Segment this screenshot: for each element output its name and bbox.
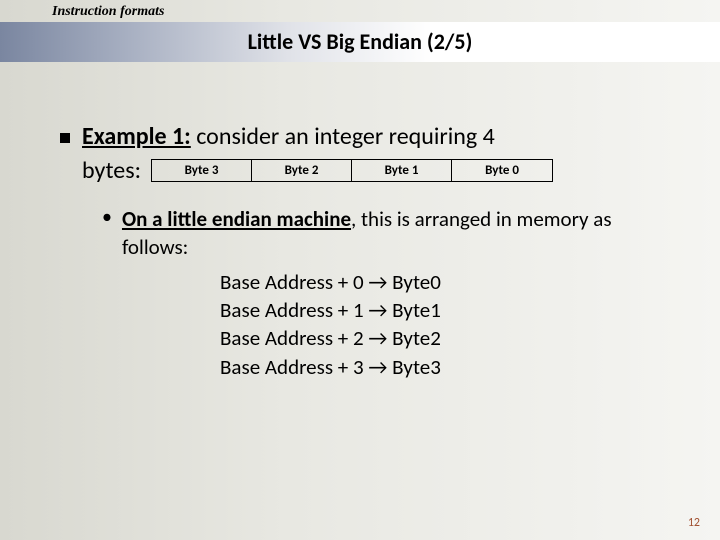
addr-line: Base Address + 1 → Byte1: [220, 296, 670, 324]
addr-line: Base Address + 0 → Byte0: [220, 268, 670, 296]
example-label: Example 1:: [82, 122, 191, 151]
byte-cell: Byte 2: [252, 160, 352, 181]
sub-bullet: • On a little endian machine, this is ar…: [102, 205, 670, 262]
slide-title: Little VS Big Endian (2/5): [0, 28, 720, 55]
dot-bullet-icon: •: [102, 205, 112, 229]
header: Instruction formats Little VS Big Endian…: [0, 0, 720, 62]
address-list: Base Address + 0 → Byte0 Base Address + …: [220, 268, 670, 381]
byte-table: Byte 3 Byte 2 Byte 1 Byte 0: [151, 159, 553, 182]
sub-bold: On a little endian machine: [122, 206, 351, 232]
page-number: 12: [688, 516, 700, 530]
addr-line: Base Address + 2 → Byte2: [220, 324, 670, 352]
bytes-word: bytes:: [82, 156, 141, 185]
square-bullet-icon: [60, 133, 70, 143]
addr-line: Base Address + 3 → Byte3: [220, 353, 670, 381]
content: Example 1: consider an integer requiring…: [0, 62, 720, 381]
byte-cell: Byte 1: [352, 160, 452, 181]
example-line2: bytes: Byte 3 Byte 2 Byte 1 Byte 0: [82, 156, 670, 185]
byte-cell: Byte 0: [452, 160, 552, 181]
example-line1: Example 1: consider an integer requiring…: [82, 122, 495, 152]
sub-text: On a little endian machine, this is arra…: [122, 205, 670, 262]
breadcrumb: Instruction formats: [52, 4, 164, 20]
example-bullet: Example 1: consider an integer requiring…: [60, 122, 670, 152]
byte-cell: Byte 3: [152, 160, 252, 181]
example-text1: consider an integer requiring 4: [191, 122, 495, 151]
